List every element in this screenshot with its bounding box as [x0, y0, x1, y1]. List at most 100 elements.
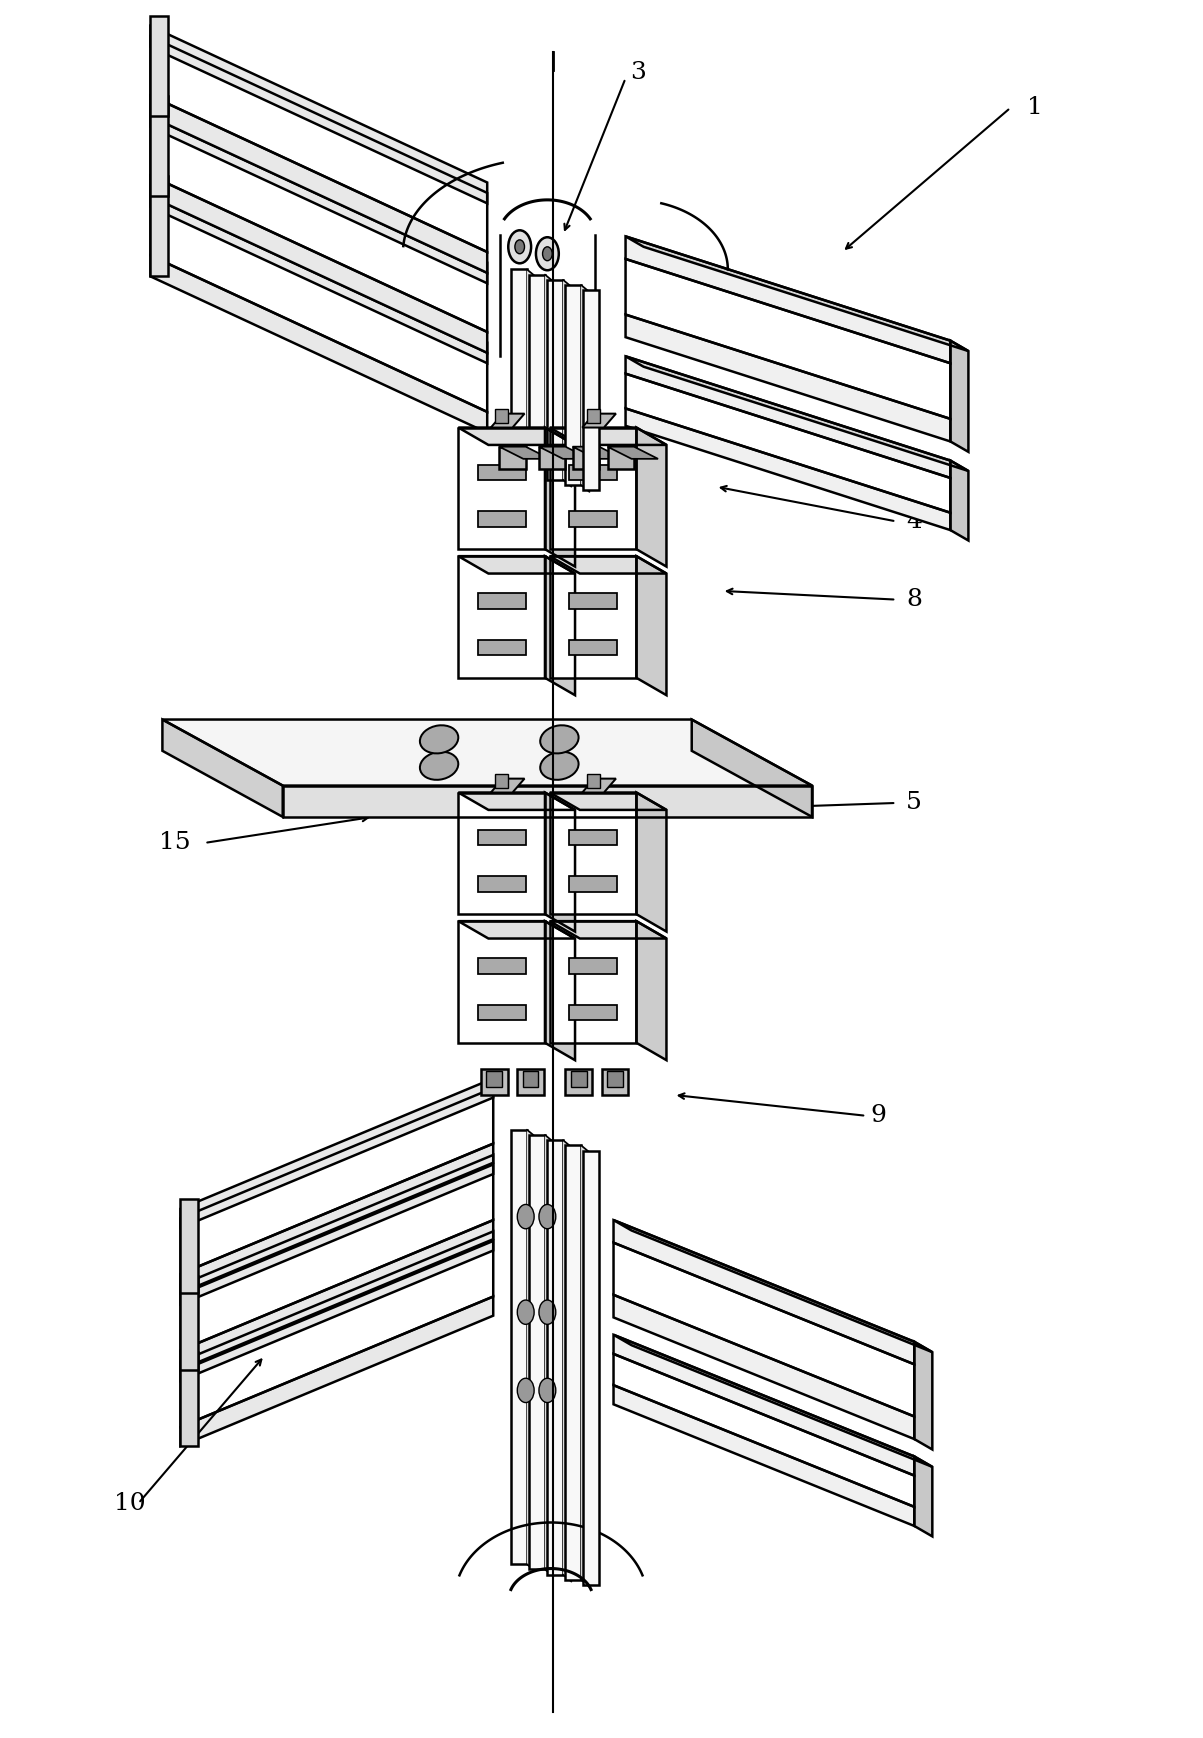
- Polygon shape: [458, 921, 545, 1043]
- Polygon shape: [581, 1145, 589, 1587]
- Polygon shape: [614, 1385, 914, 1526]
- Text: 15: 15: [159, 831, 190, 855]
- Polygon shape: [491, 779, 525, 793]
- Polygon shape: [569, 464, 617, 480]
- Polygon shape: [569, 1005, 617, 1020]
- Polygon shape: [573, 447, 623, 459]
- Text: 1: 1: [1026, 96, 1043, 120]
- Polygon shape: [283, 786, 812, 817]
- Text: 10: 10: [114, 1491, 146, 1516]
- Polygon shape: [569, 593, 617, 608]
- Polygon shape: [150, 176, 168, 276]
- Polygon shape: [458, 556, 545, 678]
- Polygon shape: [458, 793, 575, 810]
- Polygon shape: [529, 1135, 545, 1569]
- Circle shape: [543, 247, 552, 261]
- Polygon shape: [150, 196, 487, 412]
- Polygon shape: [614, 1335, 932, 1467]
- Polygon shape: [180, 1088, 493, 1274]
- Polygon shape: [478, 511, 526, 527]
- Polygon shape: [626, 236, 950, 363]
- Polygon shape: [496, 408, 508, 424]
- Circle shape: [517, 1378, 534, 1403]
- Polygon shape: [583, 1151, 599, 1585]
- Polygon shape: [569, 876, 617, 892]
- Polygon shape: [545, 556, 575, 695]
- Polygon shape: [499, 447, 526, 469]
- Polygon shape: [587, 773, 599, 789]
- Polygon shape: [626, 259, 950, 419]
- Polygon shape: [547, 1140, 563, 1575]
- Polygon shape: [636, 793, 666, 932]
- Circle shape: [539, 1378, 556, 1403]
- Circle shape: [515, 240, 525, 254]
- Polygon shape: [602, 1069, 628, 1095]
- Polygon shape: [150, 176, 487, 353]
- Polygon shape: [478, 464, 526, 480]
- Polygon shape: [569, 958, 617, 973]
- Polygon shape: [636, 921, 666, 1060]
- Polygon shape: [550, 921, 666, 939]
- Text: 9: 9: [870, 1104, 887, 1128]
- Polygon shape: [180, 1164, 493, 1350]
- Polygon shape: [614, 1335, 914, 1476]
- Polygon shape: [180, 1297, 493, 1446]
- Ellipse shape: [540, 753, 579, 780]
- Polygon shape: [626, 356, 968, 471]
- Polygon shape: [496, 773, 508, 789]
- Polygon shape: [626, 408, 950, 530]
- Polygon shape: [636, 428, 666, 567]
- Polygon shape: [636, 556, 666, 695]
- Polygon shape: [529, 275, 545, 474]
- Polygon shape: [608, 447, 658, 459]
- Polygon shape: [626, 356, 950, 478]
- Polygon shape: [150, 106, 487, 283]
- Polygon shape: [626, 236, 968, 351]
- Polygon shape: [517, 1069, 544, 1095]
- Polygon shape: [150, 255, 487, 433]
- Polygon shape: [565, 1145, 581, 1580]
- Polygon shape: [569, 511, 617, 527]
- Polygon shape: [180, 1078, 493, 1227]
- Polygon shape: [545, 921, 575, 1060]
- Polygon shape: [914, 1456, 932, 1536]
- Polygon shape: [587, 408, 599, 424]
- Polygon shape: [478, 958, 526, 973]
- Polygon shape: [486, 1071, 503, 1088]
- Polygon shape: [511, 269, 527, 469]
- Text: 3: 3: [629, 61, 646, 85]
- Polygon shape: [180, 1352, 198, 1446]
- Polygon shape: [569, 640, 617, 655]
- Polygon shape: [563, 280, 571, 487]
- Polygon shape: [527, 1130, 535, 1571]
- Polygon shape: [150, 26, 487, 203]
- Circle shape: [539, 1204, 556, 1229]
- Ellipse shape: [420, 725, 458, 753]
- Polygon shape: [545, 275, 553, 481]
- Polygon shape: [626, 374, 950, 513]
- Polygon shape: [565, 285, 581, 485]
- Polygon shape: [539, 447, 589, 459]
- Polygon shape: [547, 280, 563, 480]
- Polygon shape: [180, 1144, 493, 1293]
- Polygon shape: [550, 921, 636, 1043]
- Polygon shape: [478, 593, 526, 608]
- Polygon shape: [539, 447, 565, 469]
- Polygon shape: [180, 1276, 198, 1370]
- Polygon shape: [522, 1071, 539, 1088]
- Polygon shape: [950, 461, 968, 541]
- Polygon shape: [569, 829, 617, 845]
- Polygon shape: [481, 1069, 508, 1095]
- Polygon shape: [180, 1241, 493, 1427]
- Polygon shape: [550, 793, 636, 914]
- Ellipse shape: [420, 753, 458, 780]
- Polygon shape: [950, 341, 968, 452]
- Polygon shape: [545, 428, 575, 567]
- Polygon shape: [914, 1342, 932, 1449]
- Polygon shape: [614, 1295, 914, 1439]
- Circle shape: [539, 1300, 556, 1324]
- Polygon shape: [478, 1005, 526, 1020]
- Polygon shape: [478, 876, 526, 892]
- Text: 8: 8: [906, 587, 923, 612]
- Polygon shape: [478, 829, 526, 845]
